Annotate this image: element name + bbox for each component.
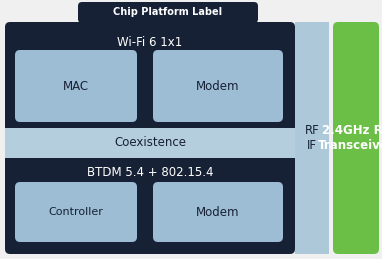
Text: Chip Platform Label: Chip Platform Label	[113, 7, 223, 17]
FancyBboxPatch shape	[5, 22, 295, 254]
Text: Controller: Controller	[49, 207, 104, 217]
FancyBboxPatch shape	[153, 50, 283, 122]
FancyBboxPatch shape	[333, 22, 379, 254]
FancyBboxPatch shape	[10, 26, 290, 128]
FancyBboxPatch shape	[10, 158, 290, 248]
FancyBboxPatch shape	[153, 182, 283, 242]
Text: RF
IF: RF IF	[304, 124, 319, 152]
Text: Coexistence: Coexistence	[114, 136, 186, 149]
Text: BTDM 5.4 + 802.15.4: BTDM 5.4 + 802.15.4	[87, 166, 213, 178]
Text: Modem: Modem	[196, 80, 240, 92]
Bar	[5, 128, 295, 158]
Bar	[295, 22, 329, 254]
FancyBboxPatch shape	[78, 2, 258, 23]
Text: 2.4GHz RF
Transceiver: 2.4GHz RF Transceiver	[318, 124, 382, 152]
Text: MAC: MAC	[63, 80, 89, 92]
Text: Wi-Fi 6 1x1: Wi-Fi 6 1x1	[117, 35, 183, 48]
Text: Modem: Modem	[196, 205, 240, 219]
FancyBboxPatch shape	[15, 182, 137, 242]
FancyBboxPatch shape	[15, 50, 137, 122]
